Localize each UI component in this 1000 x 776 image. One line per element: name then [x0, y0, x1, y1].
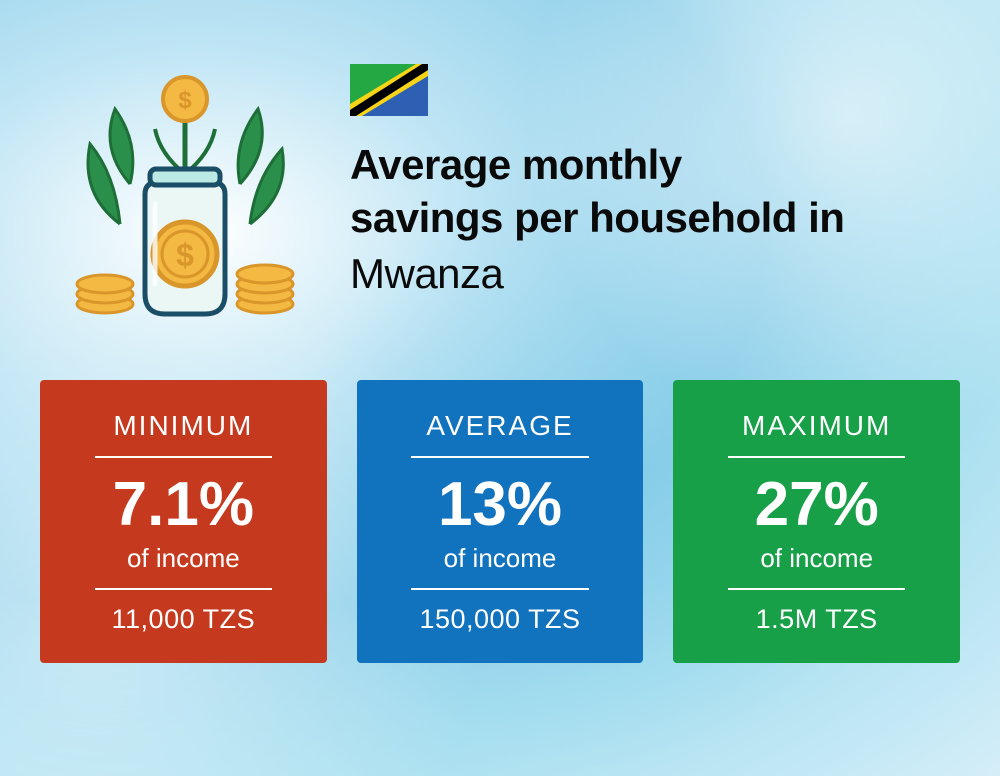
- card-subtext: of income: [60, 543, 307, 574]
- divider: [95, 588, 273, 590]
- card-maximum: MAXIMUM 27% of income 1.5M TZS: [673, 380, 960, 663]
- card-label: MAXIMUM: [693, 410, 940, 442]
- tanzania-flag-icon: [350, 64, 428, 116]
- card-label: MINIMUM: [60, 410, 307, 442]
- page-title: Average monthly savings per household in…: [350, 139, 844, 301]
- card-minimum: MINIMUM 7.1% of income 11,000 TZS: [40, 380, 327, 663]
- headline-line1: Average monthly: [350, 141, 682, 188]
- card-subtext: of income: [693, 543, 940, 574]
- headline-line2: savings per household in: [350, 194, 844, 241]
- header: $ $: [60, 54, 960, 324]
- stat-cards-row: MINIMUM 7.1% of income 11,000 TZS AVERAG…: [40, 380, 960, 663]
- card-label: AVERAGE: [377, 410, 624, 442]
- title-block: Average monthly savings per household in…: [350, 54, 844, 301]
- divider: [95, 456, 273, 458]
- card-percent: 13%: [377, 472, 624, 537]
- card-amount: 150,000 TZS: [377, 604, 624, 635]
- card-percent: 7.1%: [60, 472, 307, 537]
- card-percent: 27%: [693, 472, 940, 537]
- card-average: AVERAGE 13% of income 150,000 TZS: [357, 380, 644, 663]
- divider: [728, 456, 906, 458]
- divider: [728, 588, 906, 590]
- card-subtext: of income: [377, 543, 624, 574]
- divider: [411, 588, 589, 590]
- savings-jar-illustration: $ $: [60, 54, 310, 324]
- headline-location: Mwanza: [350, 248, 844, 301]
- svg-text:$: $: [178, 87, 192, 114]
- svg-text:$: $: [176, 237, 194, 273]
- card-amount: 11,000 TZS: [60, 604, 307, 635]
- divider: [411, 456, 589, 458]
- card-amount: 1.5M TZS: [693, 604, 940, 635]
